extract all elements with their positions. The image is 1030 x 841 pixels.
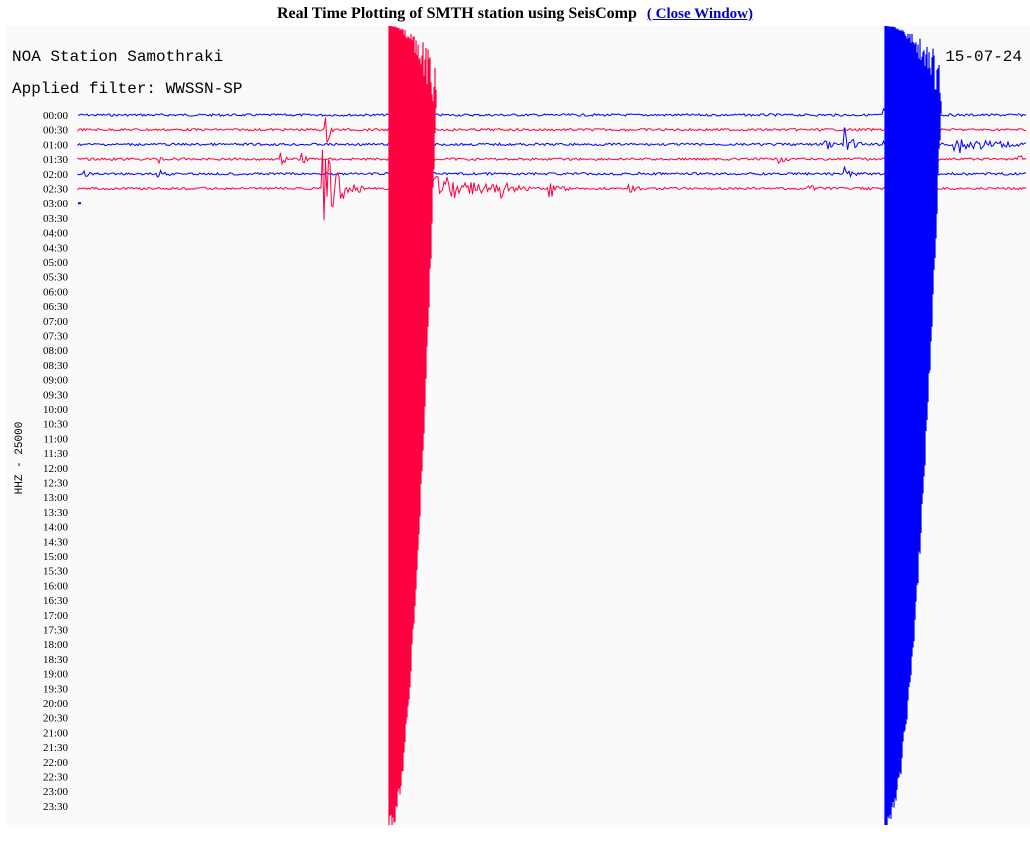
row-label: 17:30 — [43, 625, 69, 637]
row-label: 07:30 — [43, 331, 69, 343]
row-label: 04:00 — [43, 228, 69, 240]
row-label: 09:30 — [43, 389, 69, 401]
row-label: 02:30 — [43, 184, 69, 196]
row-label: 12:00 — [43, 463, 69, 475]
row-label: 01:30 — [43, 154, 69, 166]
row-label: 09:00 — [43, 375, 69, 387]
row-label: 18:30 — [43, 654, 69, 666]
row-label: 08:00 — [43, 345, 69, 357]
title: Real Time Plotting of SMTH station using… — [276, 5, 637, 22]
row-label: 15:30 — [43, 566, 69, 578]
row-label: 18:00 — [43, 639, 69, 651]
trace — [77, 107, 1027, 119]
row-label: 22:30 — [43, 772, 69, 784]
filter: Applied filter: WWSSN-SP — [12, 80, 242, 98]
row-label: 10:00 — [43, 404, 69, 416]
row-label: 19:30 — [43, 683, 69, 695]
trace — [77, 152, 1027, 166]
row-label: 21:30 — [43, 742, 69, 754]
header: Real Time Plotting of SMTH station using… — [0, 5, 1030, 23]
station: NOA Station Samothraki — [12, 48, 223, 66]
date: 15-07-24 — [945, 48, 1022, 66]
row-label: 16:00 — [43, 580, 69, 592]
row-label: 14:30 — [43, 536, 69, 548]
row-label: 10:30 — [43, 419, 69, 431]
row-label: 12:30 — [43, 478, 69, 490]
row-label: 20:00 — [43, 698, 69, 710]
row-label: 06:00 — [43, 286, 69, 298]
row-label: 04:30 — [43, 242, 69, 254]
row-label: 02:00 — [43, 169, 69, 181]
row-label: 16:30 — [43, 595, 69, 607]
row-label: 23:30 — [43, 801, 69, 813]
row-label: 07:00 — [43, 316, 69, 328]
row-label: 17:00 — [43, 610, 69, 622]
row-label: 14:00 — [43, 522, 69, 534]
trace — [77, 127, 1027, 154]
close-link[interactable]: ( Close Window) — [646, 6, 754, 22]
row-label: 15:00 — [43, 551, 69, 563]
row-label: 20:30 — [43, 713, 69, 725]
row-label: 11:00 — [43, 433, 68, 445]
row-label: 11:30 — [43, 448, 68, 460]
trace — [77, 165, 1027, 179]
row-label: 00:00 — [43, 110, 69, 122]
row-label: 03:00 — [43, 198, 69, 210]
row-label: 22:00 — [43, 757, 69, 769]
row-label: 19:00 — [43, 669, 69, 681]
axis-label: HHZ - 25000 — [14, 422, 26, 495]
row-label: 13:00 — [43, 492, 69, 504]
helicorder: NOA Station Samothraki Applied filter: W… — [6, 26, 1030, 825]
trace — [77, 149, 1027, 221]
row-label: 03:30 — [43, 213, 69, 225]
row-label: 23:00 — [43, 786, 69, 798]
row-label: 05:00 — [43, 257, 69, 269]
row-label: 06:30 — [43, 301, 69, 313]
row-label: 21:00 — [43, 727, 69, 739]
row-label: 05:30 — [43, 272, 69, 284]
row-label: 13:30 — [43, 507, 69, 519]
row-label: 08:30 — [43, 360, 69, 372]
plot-bg — [6, 26, 1030, 825]
row-label: 01:00 — [43, 139, 69, 151]
row-label: 00:30 — [43, 125, 69, 137]
trace — [77, 99, 1027, 143]
